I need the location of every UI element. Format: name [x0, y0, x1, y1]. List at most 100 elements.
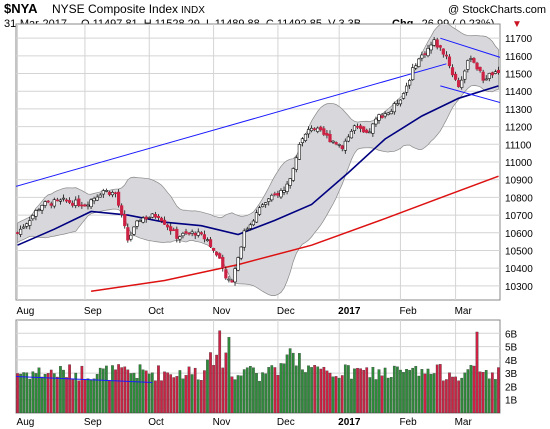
candle: [110, 190, 115, 198]
candle: [408, 78, 412, 89]
volume-bar: [448, 372, 451, 413]
candle-body: [89, 199, 93, 208]
volume-bar: [264, 373, 268, 413]
candle: [310, 125, 314, 133]
candle: [306, 126, 311, 138]
candle-body: [291, 168, 295, 181]
candle-body: [395, 103, 399, 106]
candle: [450, 64, 455, 78]
bollinger-band: [17, 24, 499, 296]
candle-body: [404, 85, 409, 93]
volume-bar: [120, 367, 124, 413]
candle: [325, 130, 329, 139]
candle-body: [306, 129, 311, 135]
volume-bar: [273, 367, 277, 413]
candle: [58, 198, 63, 205]
volume-bar: [154, 380, 157, 413]
candle-body: [242, 230, 246, 248]
candle: [61, 194, 66, 202]
price-tick-label: 10900: [505, 176, 533, 187]
volume-bar: [233, 379, 237, 413]
candle-body: [135, 220, 139, 227]
candle: [349, 129, 354, 139]
candle: [355, 123, 360, 130]
volume-bar: [34, 373, 38, 413]
candle: [254, 209, 259, 224]
candle: [368, 128, 372, 134]
candle: [92, 196, 96, 205]
candle-body: [487, 73, 491, 79]
candle-body: [432, 39, 436, 46]
volume-bar: [383, 367, 387, 413]
candle-body: [34, 210, 38, 217]
candle: [141, 216, 145, 224]
candle: [153, 211, 157, 219]
candle: [472, 57, 476, 64]
volume-bar: [129, 373, 133, 413]
candle-body: [401, 93, 406, 99]
candle: [328, 130, 332, 143]
volume-tick-label: 5B: [505, 343, 518, 354]
volume-bar: [445, 379, 448, 413]
volume-bar: [350, 378, 353, 413]
candle: [25, 222, 29, 229]
volume-bar: [298, 353, 301, 413]
candle-body: [472, 58, 476, 63]
volume-bar: [59, 366, 62, 413]
candle: [80, 201, 84, 209]
candle-body: [159, 217, 164, 222]
price-y-axis: 10300 10400 10500 10600 10700 10800 10900 11000…: [505, 34, 533, 293]
volume-bar: [74, 372, 78, 413]
upper-channel-line: [16, 63, 447, 187]
volume-bar: [371, 367, 375, 413]
candle: [257, 205, 262, 216]
candle-body: [126, 227, 130, 241]
candle-body: [328, 134, 332, 143]
candle-body: [221, 257, 225, 269]
candle-body: [322, 128, 326, 135]
candle-body: [441, 48, 445, 55]
candle: [429, 41, 433, 54]
volume-bar: [478, 371, 482, 413]
candle-body: [230, 280, 234, 283]
candle-body: [184, 231, 188, 234]
volume-bar: [163, 371, 166, 413]
candle-body: [144, 216, 148, 220]
volume-bar: [92, 378, 96, 413]
candle: [104, 188, 108, 193]
candle-body: [110, 192, 115, 196]
candle-body: [469, 58, 473, 60]
candle: [273, 191, 277, 197]
candle: [264, 202, 268, 208]
candle: [150, 213, 154, 219]
candle-body: [61, 197, 66, 200]
candle-body: [95, 196, 99, 201]
volume-bar: [319, 368, 323, 413]
candle-body: [123, 214, 127, 227]
candle-body: [162, 219, 167, 225]
candle-body: [251, 220, 256, 226]
volume-bar: [98, 367, 102, 413]
volume-plot: [16, 330, 500, 413]
candle: [215, 251, 219, 257]
candle: [169, 222, 173, 235]
candle-body: [319, 126, 323, 131]
candle: [279, 188, 283, 199]
ma50-line: [17, 85, 499, 246]
volume-bar: [325, 370, 329, 413]
candle-body: [398, 99, 403, 105]
candle: [490, 71, 494, 79]
candle: [132, 226, 136, 237]
candle: [227, 276, 231, 283]
volume-bar: [172, 377, 176, 413]
candle-body: [233, 268, 237, 283]
candle: [404, 82, 409, 96]
volume-bar: [396, 366, 399, 413]
candle: [156, 214, 161, 221]
volume-bar: [52, 373, 56, 413]
down-arrow-icon: ▼: [512, 19, 522, 30]
volume-bar: [83, 379, 87, 413]
volume-x-axis: Aug Sep Oct Nov Dec 2017 Feb Mar: [17, 417, 473, 428]
volume-bar: [239, 375, 243, 413]
lower-wedge-line: [440, 85, 500, 104]
